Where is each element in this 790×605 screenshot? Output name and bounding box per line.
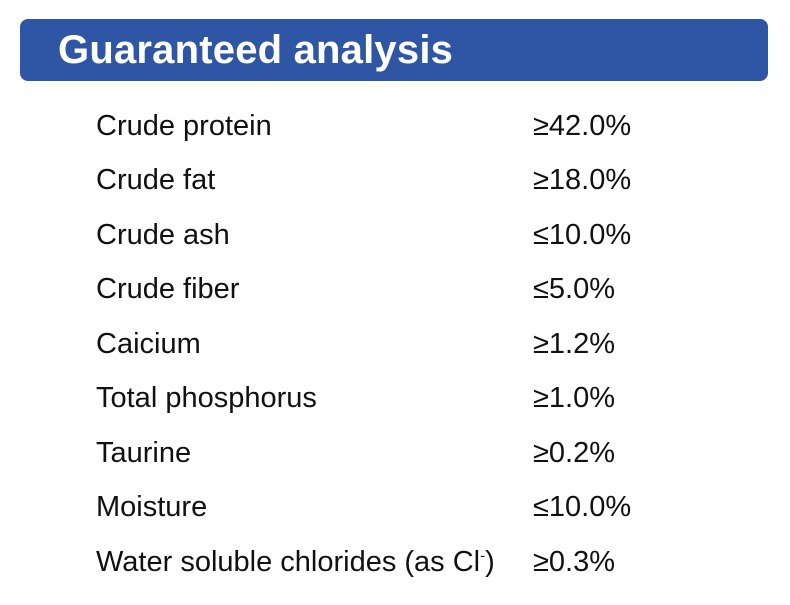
nutrient-value: ≥42.0% [533, 109, 632, 142]
analysis-row-total-phosphorus: Total phosphorus ≥1.0% [96, 372, 736, 427]
nutrient-label: Crude fat [96, 164, 216, 197]
header-bar: Guaranteed analysis [20, 19, 768, 81]
nutrient-value: ≤10.0% [533, 491, 632, 524]
nutrient-label: Total phosphorus [96, 382, 317, 415]
nutrient-label: Crude protein [96, 109, 272, 142]
nutrient-label: Taurine [96, 436, 192, 469]
guaranteed-analysis-table: Crude protein ≥42.0% Crude fat ≥18.0% Cr… [96, 99, 736, 590]
nutrient-value: ≥0.2% [533, 436, 616, 469]
nutrient-label: Water soluble chlorides (as Cl-) [96, 545, 495, 578]
analysis-row-moisture: Moisture ≤10.0% [96, 481, 736, 536]
nutrient-value: ≤10.0% [533, 218, 632, 251]
nutrient-label: Crude ash [96, 218, 230, 251]
analysis-row-taurine: Taurine ≥0.2% [96, 426, 736, 481]
nutrient-label: Crude fiber [96, 273, 240, 306]
analysis-row-water-soluble-chlorides: Water soluble chlorides (as Cl-) ≥0.3% [96, 535, 736, 590]
nutrient-value: ≤5.0% [533, 273, 616, 306]
nutrient-label-text: Water soluble chlorides (as Cl [96, 545, 481, 578]
nutrient-value: ≥0.3% [533, 545, 616, 578]
analysis-row-crude-ash: Crude ash ≤10.0% [96, 208, 736, 263]
superscript-charge: - [480, 547, 486, 565]
analysis-row-crude-fiber: Crude fiber ≤5.0% [96, 263, 736, 318]
nutrient-label: Moisture [96, 491, 208, 524]
nutrient-label: Caicium [96, 327, 201, 360]
analysis-row-crude-protein: Crude protein ≥42.0% [96, 99, 736, 154]
nutrient-label-close: ) [485, 545, 495, 578]
nutrient-value: ≥1.2% [533, 327, 616, 360]
nutrient-value: ≥18.0% [533, 164, 632, 197]
page-title: Guaranteed analysis [58, 28, 454, 72]
analysis-row-crude-fat: Crude fat ≥18.0% [96, 154, 736, 209]
analysis-row-calcium: Caicium ≥1.2% [96, 317, 736, 372]
nutrient-value: ≥1.0% [533, 382, 616, 415]
